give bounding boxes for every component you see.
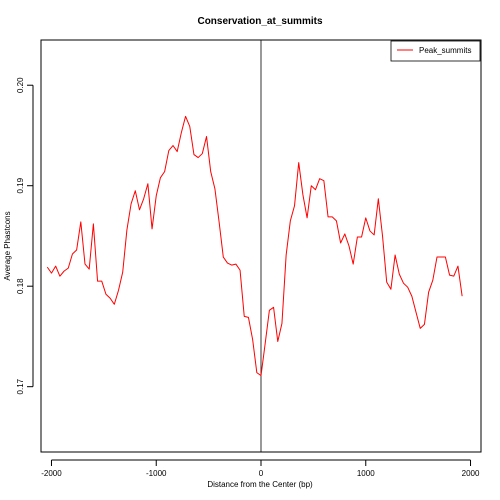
y-axis-label: Average Phastcons <box>3 211 12 280</box>
legend-box <box>390 40 481 62</box>
legend: Peak_summits <box>390 40 481 62</box>
x-tick-label: 1000 <box>357 469 375 478</box>
legend-label: Peak_summits <box>419 46 471 55</box>
y-tick-label: 0.17 <box>16 378 25 394</box>
x-tick-label: 0 <box>259 469 264 478</box>
chart-title: Conservation_at_summits <box>197 16 322 27</box>
x-axis: -2000 -1000 0 1000 2000 <box>41 459 480 478</box>
series-layer <box>46 115 463 377</box>
series-line-peak-summits <box>46 115 463 377</box>
x-tick-label: -2000 <box>41 469 62 478</box>
x-tick-label: -1000 <box>146 469 167 478</box>
y-axis: 0.17 0.18 0.19 0.20 <box>16 77 34 394</box>
y-tick-label: 0.20 <box>16 77 25 93</box>
x-tick-label: 2000 <box>462 469 480 478</box>
x-axis-label: Distance from the Center (bp) <box>207 480 313 489</box>
y-tick-label: 0.19 <box>16 177 25 193</box>
y-tick-label: 0.18 <box>16 278 25 294</box>
